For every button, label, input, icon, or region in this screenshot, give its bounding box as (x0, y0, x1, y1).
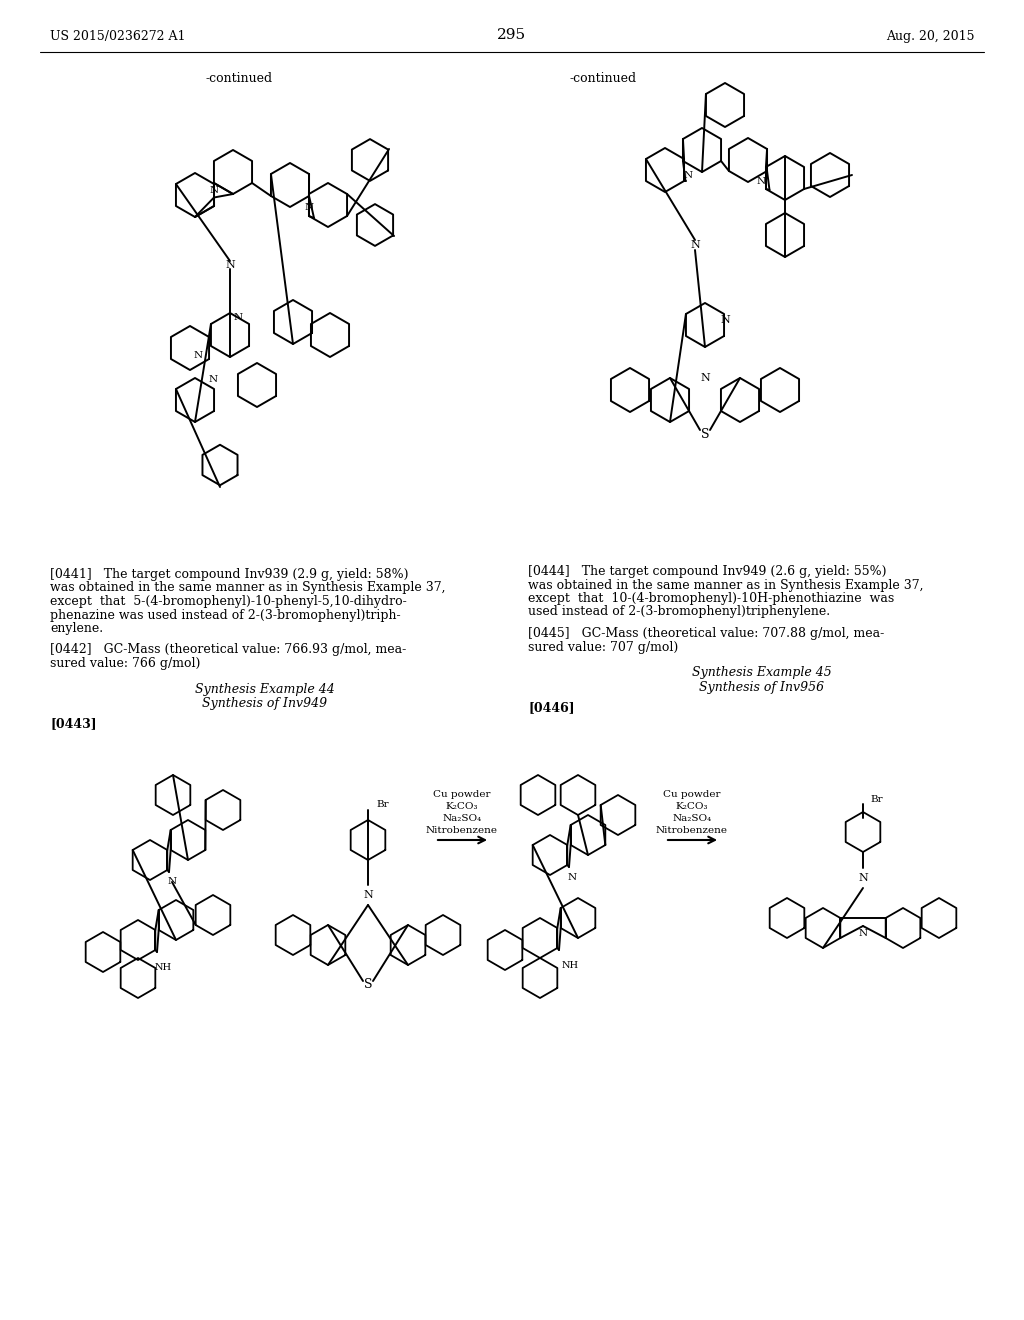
Text: Na₂SO₄: Na₂SO₄ (673, 814, 712, 822)
Text: N: N (690, 240, 699, 249)
Text: enylene.: enylene. (50, 622, 103, 635)
Text: Br: Br (870, 795, 883, 804)
Text: S: S (364, 978, 373, 991)
Text: US 2015/0236272 A1: US 2015/0236272 A1 (50, 30, 185, 44)
Text: N: N (720, 315, 730, 325)
Text: phenazine was used instead of 2-(3-bromophenyl)triph-: phenazine was used instead of 2-(3-bromo… (50, 609, 400, 622)
Text: Synthesis of Inv956: Synthesis of Inv956 (699, 681, 824, 694)
Text: N: N (858, 873, 868, 883)
Text: [0443]: [0443] (50, 718, 96, 730)
Text: Synthesis Example 45: Synthesis Example 45 (692, 667, 831, 678)
Text: Br: Br (376, 800, 389, 809)
Text: N: N (684, 170, 693, 180)
Text: N: N (210, 186, 218, 195)
Text: N: N (700, 374, 710, 383)
Text: used instead of 2-(3-bromophenyl)triphenylene.: used instead of 2-(3-bromophenyl)triphen… (528, 606, 830, 619)
Text: Synthesis of Inv949: Synthesis of Inv949 (203, 697, 328, 710)
Text: Synthesis Example 44: Synthesis Example 44 (196, 682, 335, 696)
Text: Cu powder: Cu powder (664, 789, 721, 799)
Text: N: N (194, 351, 203, 359)
Text: except  that  10-(4-bromophenyl)-10H-phenothiazine  was: except that 10-(4-bromophenyl)-10H-pheno… (528, 591, 894, 605)
Text: 295: 295 (498, 28, 526, 42)
Text: Cu powder: Cu powder (433, 789, 490, 799)
Text: [0442]   GC-Mass (theoretical value: 766.93 g/mol, mea-: [0442] GC-Mass (theoretical value: 766.9… (50, 644, 407, 656)
Text: NH: NH (561, 961, 579, 970)
Text: NH: NH (155, 964, 172, 973)
Text: Na₂SO₄: Na₂SO₄ (442, 814, 481, 822)
Text: -continued: -continued (570, 73, 637, 84)
Text: N: N (168, 878, 176, 887)
Text: sured value: 766 g/mol): sured value: 766 g/mol) (50, 657, 201, 671)
Text: except  that  5-(4-bromophenyl)-10-phenyl-5,10-dihydro-: except that 5-(4-bromophenyl)-10-phenyl-… (50, 595, 407, 609)
Text: N: N (858, 928, 867, 937)
Text: N: N (304, 202, 313, 211)
Text: [0446]: [0446] (528, 701, 574, 714)
Text: N: N (757, 177, 766, 186)
Text: [0441]   The target compound Inv939 (2.9 g, yield: 58%): [0441] The target compound Inv939 (2.9 g… (50, 568, 409, 581)
Text: N: N (209, 375, 217, 384)
Text: Aug. 20, 2015: Aug. 20, 2015 (887, 30, 975, 44)
Text: Nitrobenzene: Nitrobenzene (656, 826, 728, 836)
Text: [0444]   The target compound Inv949 (2.6 g, yield: 55%): [0444] The target compound Inv949 (2.6 g… (528, 565, 887, 578)
Text: N: N (233, 313, 243, 322)
Text: -continued: -continued (205, 73, 272, 84)
Text: Nitrobenzene: Nitrobenzene (426, 826, 498, 836)
Text: N: N (364, 890, 373, 900)
Text: was obtained in the same manner as in Synthesis Example 37,: was obtained in the same manner as in Sy… (50, 582, 445, 594)
Text: K₂CO₃: K₂CO₃ (676, 803, 709, 810)
Text: was obtained in the same manner as in Synthesis Example 37,: was obtained in the same manner as in Sy… (528, 578, 924, 591)
Text: N: N (225, 260, 234, 271)
Text: S: S (700, 429, 710, 441)
Text: [0445]   GC-Mass (theoretical value: 707.88 g/mol, mea-: [0445] GC-Mass (theoretical value: 707.8… (528, 627, 885, 640)
Text: sured value: 707 g/mol): sured value: 707 g/mol) (528, 640, 678, 653)
Text: K₂CO₃: K₂CO₃ (445, 803, 478, 810)
Text: N: N (567, 873, 577, 882)
